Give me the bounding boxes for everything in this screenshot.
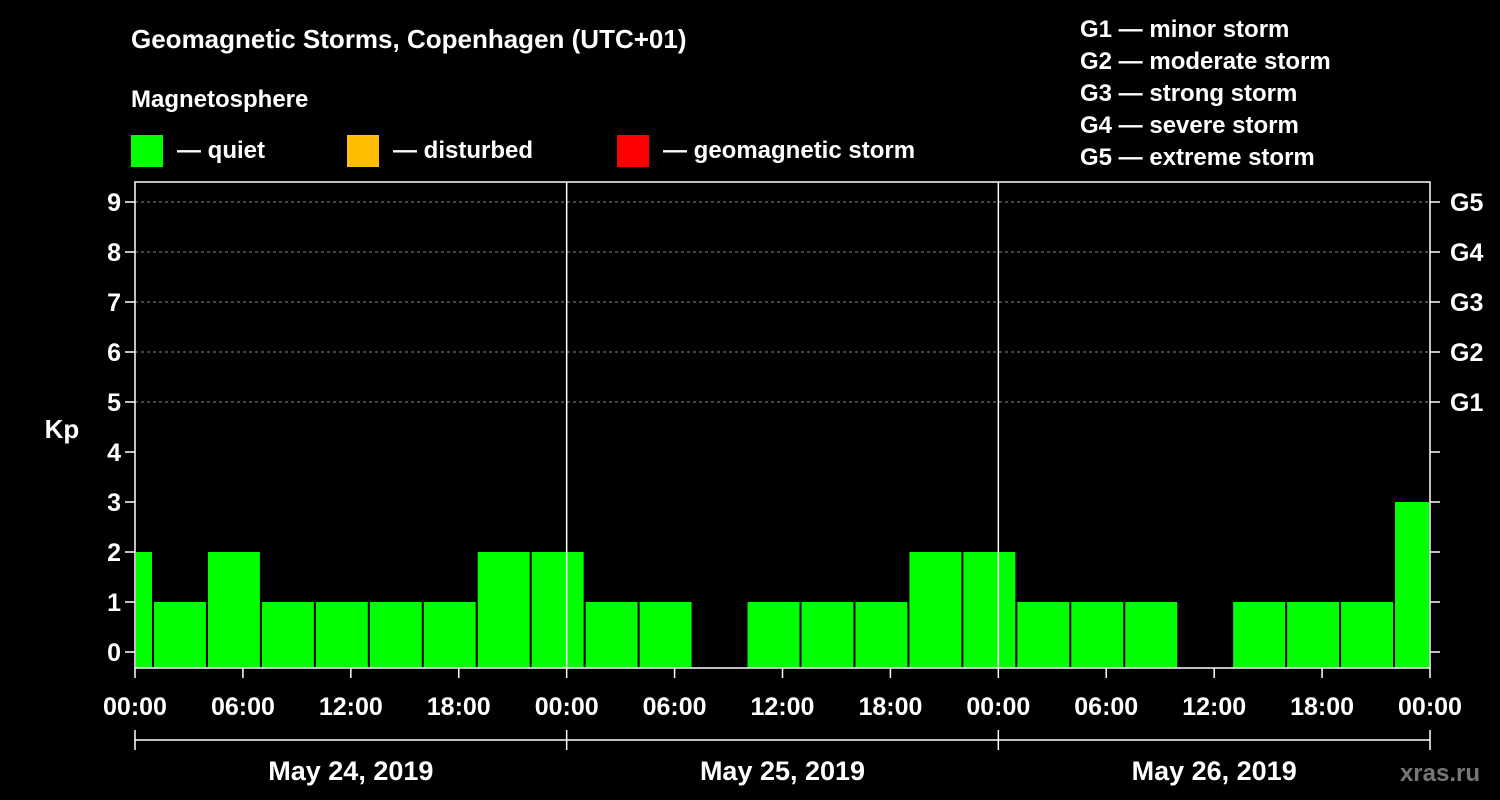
kp-bar-9	[585, 602, 638, 668]
y-tick-label-8: 8	[107, 239, 121, 267]
day-label-3: May 26, 2019	[1132, 756, 1297, 786]
legend-storm: — geomagnetic storm	[617, 134, 915, 168]
x-tick-label-0: 00:00	[103, 693, 167, 721]
legend-swatch-quiet	[131, 135, 163, 167]
x-tick-label-7: 18:00	[858, 693, 922, 721]
chart-title: Geomagnetic Storms, Copenhagen (UTC+01)	[131, 24, 687, 54]
y-tick-label-7: 7	[107, 289, 121, 317]
x-tick-label-6: 12:00	[751, 693, 815, 721]
right-axis-label-G1: G1	[1450, 389, 1483, 417]
legend-swatch-storm	[617, 135, 649, 167]
legend-label-storm: — geomagnetic storm	[663, 137, 916, 164]
kp-bar-6	[423, 602, 476, 668]
kp-bar-23	[1341, 602, 1394, 668]
legend-disturbed: — disturbed	[347, 134, 533, 168]
right-axis-label-G2: G2	[1450, 339, 1483, 367]
storm-scale-g2: G2 — moderate storm	[1080, 48, 1331, 75]
y-tick-label-9: 9	[107, 189, 121, 217]
day-label-1: May 24, 2019	[268, 756, 433, 786]
x-tick-label-1: 06:00	[211, 693, 275, 721]
y-tick-label-1: 1	[107, 589, 121, 617]
kp-bar-13	[801, 602, 854, 668]
kp-bar-17	[1017, 602, 1070, 668]
right-axis-label-G5: G5	[1450, 189, 1483, 217]
kp-bar-2	[207, 552, 260, 668]
kp-bar-5	[369, 602, 422, 668]
y-tick-label-4: 4	[107, 439, 121, 467]
kp-bar-7	[477, 552, 530, 668]
kp-bar-18	[1071, 602, 1124, 668]
y-tick-label-3: 3	[107, 489, 121, 517]
storm-scale-g4: G4 — severe storm	[1080, 112, 1299, 139]
y-tick-label-5: 5	[107, 389, 121, 417]
kp-bar-1	[153, 602, 206, 668]
legend-label-quiet: — quiet	[177, 137, 265, 164]
y-tick-label-0: 0	[107, 639, 121, 667]
x-tick-label-10: 12:00	[1182, 693, 1246, 721]
kp-bar-3	[261, 602, 314, 668]
y-axis-label: Kp	[45, 414, 80, 444]
x-tick-label-11: 18:00	[1290, 693, 1354, 721]
kp-bar-8	[531, 552, 584, 668]
x-tick-label-2: 12:00	[319, 693, 383, 721]
x-tick-label-9: 06:00	[1074, 693, 1138, 721]
kp-bar-4	[315, 602, 368, 668]
chart-subtitle: Magnetosphere	[131, 86, 309, 113]
day-label-2: May 25, 2019	[700, 756, 865, 786]
kp-bar-24	[1395, 502, 1429, 668]
x-tick-label-5: 06:00	[643, 693, 707, 721]
y-tick-label-6: 6	[107, 339, 121, 367]
right-axis-label-G3: G3	[1450, 289, 1483, 317]
kp-bar-16	[963, 552, 1016, 668]
storm-scale-list: G1 — minor storm G2 — moderate storm G3 …	[1080, 14, 1331, 174]
storm-scale-g5: G5 — extreme storm	[1080, 144, 1315, 171]
x-tick-label-12: 00:00	[1398, 693, 1462, 721]
storm-scale-g3: G3 — strong storm	[1080, 80, 1298, 107]
kp-bar-12	[747, 602, 800, 668]
y-tick-label-2: 2	[107, 539, 121, 567]
kp-bar-15	[909, 552, 962, 668]
legend-swatch-disturbed	[347, 135, 379, 167]
kp-bar-14	[855, 602, 908, 668]
x-tick-label-4: 00:00	[535, 693, 599, 721]
x-tick-label-3: 18:00	[427, 693, 491, 721]
kp-bar-10	[639, 602, 692, 668]
kp-bar-19	[1125, 602, 1178, 668]
legend-quiet: — quiet	[131, 134, 265, 168]
watermark: xras.ru	[1399, 760, 1480, 787]
legend-label-disturbed: — disturbed	[393, 137, 534, 164]
x-tick-label-8: 00:00	[966, 693, 1030, 721]
kp-bar-21	[1233, 602, 1286, 668]
kp-bar-22	[1287, 602, 1340, 668]
kp-bar-0	[136, 552, 152, 668]
right-axis-label-G4: G4	[1450, 239, 1483, 267]
plot-frame	[134, 181, 1431, 669]
storm-scale-g1: G1 — minor storm	[1080, 16, 1290, 43]
